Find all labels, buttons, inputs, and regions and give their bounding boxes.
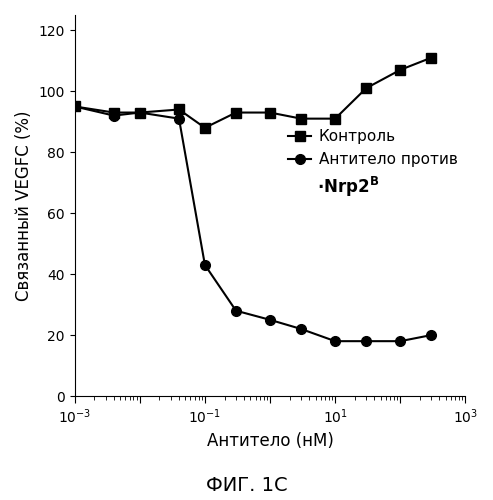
- Антитело против: [267, 317, 273, 323]
- Антитело против: [176, 116, 182, 121]
- Контроль: [233, 110, 239, 116]
- Line: Контроль: Контроль: [70, 53, 436, 132]
- X-axis label: Антитело (нМ): Антитело (нМ): [207, 432, 333, 450]
- Антитело против: [111, 112, 117, 118]
- Антитело против: [137, 110, 143, 116]
- Контроль: [267, 110, 273, 116]
- Legend: Контроль, Антитело против: Контроль, Антитело против: [288, 130, 458, 167]
- Контроль: [111, 110, 117, 116]
- Контроль: [71, 104, 77, 110]
- Контроль: [137, 110, 143, 116]
- Text: $\mathbf{\cdot Nrp2^B}$: $\mathbf{\cdot Nrp2^B}$: [317, 174, 379, 199]
- Антитело против: [428, 332, 434, 338]
- Антитело против: [363, 338, 369, 344]
- Контроль: [202, 125, 208, 131]
- Контроль: [298, 116, 304, 121]
- Антитело против: [202, 262, 208, 268]
- Антитело против: [233, 308, 239, 314]
- Контроль: [428, 54, 434, 60]
- Контроль: [176, 106, 182, 112]
- Антитело против: [298, 326, 304, 332]
- Контроль: [363, 85, 369, 91]
- Антитело против: [397, 338, 403, 344]
- Y-axis label: Связанный VEGFC (%): Связанный VEGFC (%): [15, 110, 33, 301]
- Антитело против: [71, 104, 77, 110]
- Line: Антитело против: Антитело против: [70, 102, 436, 346]
- Контроль: [397, 67, 403, 73]
- Антитело против: [332, 338, 338, 344]
- Контроль: [332, 116, 338, 121]
- Text: ФИГ. 1C: ФИГ. 1C: [206, 476, 287, 495]
